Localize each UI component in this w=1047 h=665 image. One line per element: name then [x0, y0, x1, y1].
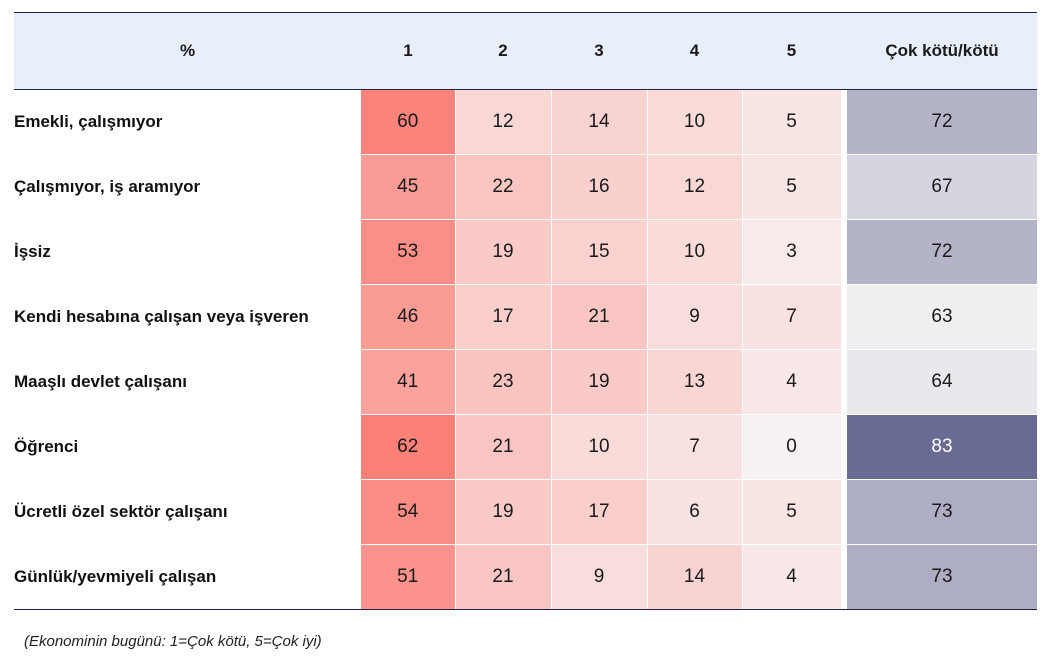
value-cell-1: 54 [361, 479, 456, 545]
value-cell-5: 5 [742, 479, 842, 545]
table-row: Günlük/yevmiyeli çalışan 51 21 9 14 4 73 [14, 544, 1037, 610]
value-cell-3: 15 [551, 219, 648, 285]
column-gap [841, 349, 847, 415]
footnote: (Ekonominin bugünü: 1=Çok kötü, 5=Çok iy… [24, 633, 322, 650]
column-gap [841, 219, 847, 285]
row-label: Öğrenci [14, 414, 361, 480]
value-cell-2: 21 [455, 544, 552, 610]
value-cell-4: 7 [647, 414, 743, 480]
column-gap [841, 154, 847, 220]
value-cell-2: 19 [455, 219, 552, 285]
header-1: 1 [361, 12, 455, 90]
row-label: Ücretli özel sektör çalışanı [14, 479, 361, 545]
row-label: Çalışmıyor, iş aramıyor [14, 154, 361, 220]
table-header-row: % 1 2 3 4 5 Çok kötü/kötü [14, 12, 1037, 90]
table-row: Emekli, çalışmıyor 60 12 14 10 5 72 [14, 89, 1037, 155]
value-cell-1: 41 [361, 349, 456, 415]
header-percent: % [14, 12, 361, 90]
cok-kotu-kotu-cell: 83 [847, 414, 1037, 480]
row-label: İşsiz [14, 219, 361, 285]
header-cok-kotu-kotu: Çok kötü/kötü [847, 12, 1037, 90]
cok-kotu-kotu-cell: 67 [847, 154, 1037, 220]
row-label: Günlük/yevmiyeli çalışan [14, 544, 361, 610]
cok-kotu-kotu-cell: 72 [847, 219, 1037, 285]
value-cell-2: 19 [455, 479, 552, 545]
value-cell-3: 14 [551, 89, 648, 155]
value-cell-5: 3 [742, 219, 842, 285]
value-cell-5: 0 [742, 414, 842, 480]
column-gap [841, 414, 847, 480]
value-cell-1: 45 [361, 154, 456, 220]
header-4: 4 [647, 12, 742, 90]
value-cell-4: 12 [647, 154, 743, 220]
value-cell-2: 12 [455, 89, 552, 155]
value-cell-1: 62 [361, 414, 456, 480]
column-gap [841, 544, 847, 610]
value-cell-1: 60 [361, 89, 456, 155]
row-label: Maaşlı devlet çalışanı [14, 349, 361, 415]
value-cell-2: 21 [455, 414, 552, 480]
table-body: Emekli, çalışmıyor 60 12 14 10 5 72 Çalışmıyor,… [14, 89, 1037, 610]
value-cell-2: 22 [455, 154, 552, 220]
column-gap [841, 284, 847, 350]
results-table: % 1 2 3 4 5 Çok kötü/kötü Emekli, çalışm… [14, 12, 1037, 610]
value-cell-2: 17 [455, 284, 552, 350]
table-row: Çalışmıyor, iş aramıyor 45 22 16 12 5 67 [14, 154, 1037, 220]
header-5: 5 [742, 12, 841, 90]
value-cell-3: 17 [551, 479, 648, 545]
value-cell-5: 5 [742, 154, 842, 220]
results-table-container: % 1 2 3 4 5 Çok kötü/kötü Emekli, çalışm… [14, 12, 1037, 610]
header-spacer [841, 12, 847, 90]
table-row: Öğrenci 62 21 10 7 0 83 [14, 414, 1037, 480]
column-gap [841, 479, 847, 545]
value-cell-1: 53 [361, 219, 456, 285]
value-cell-3: 19 [551, 349, 648, 415]
value-cell-3: 10 [551, 414, 648, 480]
cok-kotu-kotu-cell: 73 [847, 479, 1037, 545]
value-cell-4: 6 [647, 479, 743, 545]
value-cell-2: 23 [455, 349, 552, 415]
table-row: Kendi hesabına çalışan veya işveren 46 17 2… [14, 284, 1037, 350]
row-label: Emekli, çalışmıyor [14, 89, 361, 155]
table-row: Ücretli özel sektör çalışanı 54 19 17 6 5 73 [14, 479, 1037, 545]
cok-kotu-kotu-cell: 64 [847, 349, 1037, 415]
cok-kotu-kotu-cell: 73 [847, 544, 1037, 610]
value-cell-5: 4 [742, 349, 842, 415]
cok-kotu-kotu-cell: 63 [847, 284, 1037, 350]
value-cell-3: 21 [551, 284, 648, 350]
table-row: Maaşlı devlet çalışanı 41 23 19 13 4 64 [14, 349, 1037, 415]
cok-kotu-kotu-cell: 72 [847, 89, 1037, 155]
header-3: 3 [551, 12, 647, 90]
value-cell-3: 9 [551, 544, 648, 610]
value-cell-4: 13 [647, 349, 743, 415]
value-cell-4: 9 [647, 284, 743, 350]
value-cell-1: 51 [361, 544, 456, 610]
header-2: 2 [455, 12, 551, 90]
row-label: Kendi hesabına çalışan veya işveren [14, 284, 361, 350]
table-row: İşsiz 53 19 15 10 3 72 [14, 219, 1037, 285]
column-gap [841, 89, 847, 155]
value-cell-5: 4 [742, 544, 842, 610]
value-cell-4: 10 [647, 219, 743, 285]
value-cell-4: 10 [647, 89, 743, 155]
value-cell-3: 16 [551, 154, 648, 220]
value-cell-4: 14 [647, 544, 743, 610]
value-cell-5: 5 [742, 89, 842, 155]
value-cell-5: 7 [742, 284, 842, 350]
value-cell-1: 46 [361, 284, 456, 350]
